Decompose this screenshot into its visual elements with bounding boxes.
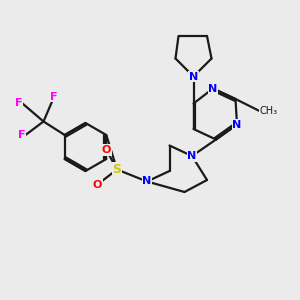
Text: CH₃: CH₃	[260, 106, 278, 116]
Text: F: F	[50, 92, 58, 102]
Text: S: S	[112, 163, 122, 176]
Text: N: N	[208, 83, 217, 94]
Text: F: F	[15, 98, 23, 109]
Text: N: N	[142, 176, 152, 187]
Text: N: N	[188, 151, 196, 161]
Text: O: O	[102, 145, 111, 155]
Text: N: N	[189, 71, 198, 82]
Text: O: O	[93, 179, 102, 190]
Text: N: N	[232, 119, 242, 130]
Text: F: F	[18, 130, 26, 140]
